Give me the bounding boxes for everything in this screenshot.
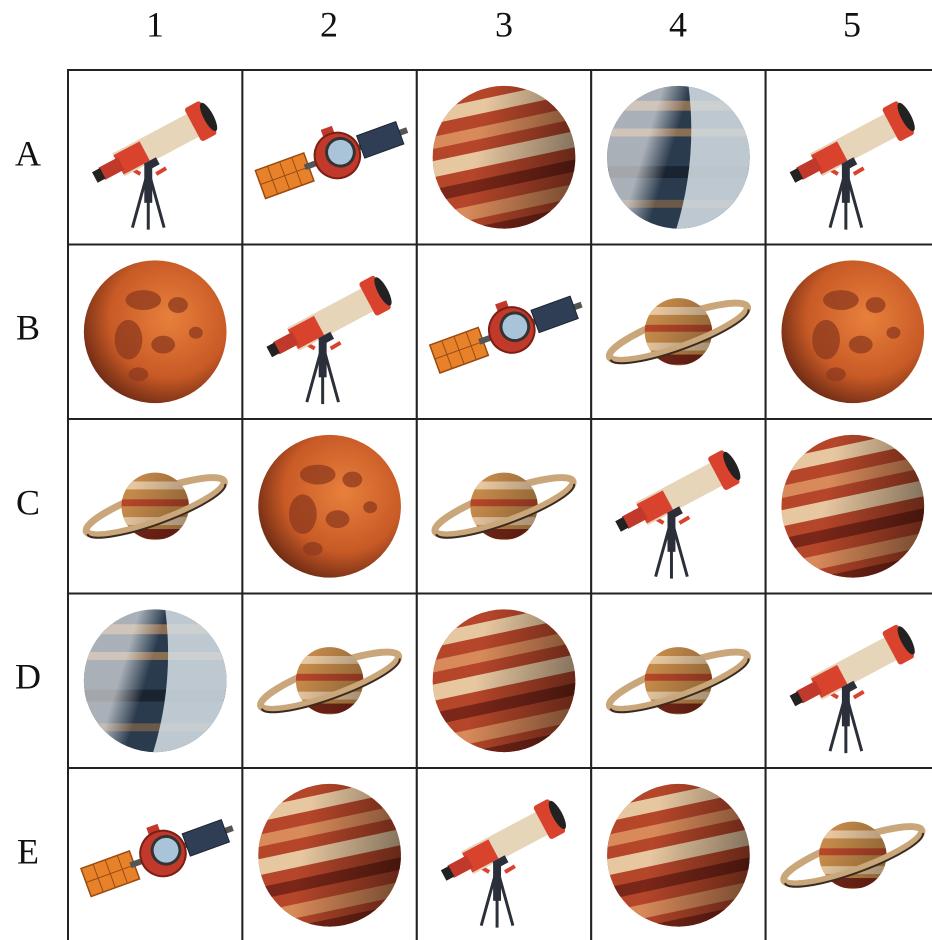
- grid-cell[interactable]: [242, 594, 416, 769]
- grid-cell[interactable]: [766, 70, 932, 245]
- column-label: 5: [843, 4, 861, 44]
- row-label: A: [15, 133, 41, 173]
- column-label: 2: [320, 4, 338, 44]
- grid-cell[interactable]: [402, 55, 606, 259]
- grid-cell[interactable]: [68, 768, 242, 940]
- column-label: 3: [495, 4, 513, 44]
- row-label: B: [16, 307, 40, 347]
- grid-cell[interactable]: [766, 768, 932, 940]
- moon-icon: [84, 260, 227, 403]
- grid-cell[interactable]: [576, 753, 780, 940]
- page: {"column_labels": ["1", "2", "3", "4", "…: [0, 0, 932, 940]
- grid-cell[interactable]: [591, 70, 765, 245]
- grid-cell[interactable]: [68, 245, 242, 420]
- row-label: E: [17, 831, 39, 871]
- grid-cell[interactable]: [591, 594, 765, 769]
- grid-cell[interactable]: [242, 419, 416, 594]
- grid-cell[interactable]: [242, 245, 416, 420]
- grid: [68, 55, 932, 940]
- row-label: D: [15, 656, 41, 696]
- grid-cell[interactable]: [68, 70, 242, 245]
- grid-cell[interactable]: [417, 245, 591, 420]
- grid-cell[interactable]: [242, 70, 416, 245]
- grid-cell[interactable]: [402, 579, 606, 783]
- grid-cell[interactable]: [68, 594, 242, 769]
- row-label: C: [16, 482, 40, 522]
- grid-cell[interactable]: [227, 753, 431, 940]
- grid-cell[interactable]: [417, 768, 591, 940]
- grid-cell[interactable]: [591, 245, 765, 420]
- grid-cell[interactable]: [68, 419, 242, 594]
- grid-cell[interactable]: [751, 404, 932, 608]
- column-label: 1: [146, 4, 164, 44]
- moon-icon: [258, 435, 401, 578]
- grid-cell[interactable]: [417, 419, 591, 594]
- moon-icon: [781, 260, 924, 403]
- grid-cell[interactable]: [766, 245, 932, 420]
- grid-cell[interactable]: [766, 594, 932, 769]
- grid-cell[interactable]: [591, 419, 765, 594]
- column-label: 4: [669, 4, 687, 44]
- puzzle-board: 1 2 3 4 5 A B C D E: [0, 0, 932, 940]
